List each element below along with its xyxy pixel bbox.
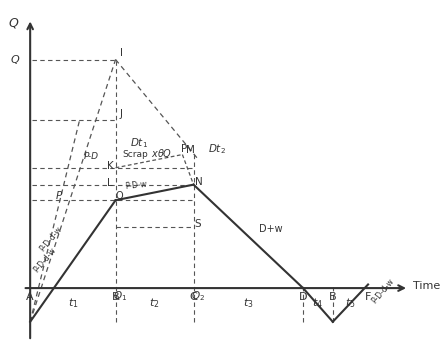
Text: $Dt_2$: $Dt_2$ <box>208 142 226 156</box>
Text: Q: Q <box>10 55 19 64</box>
Text: $Q_2$: $Q_2$ <box>191 289 205 303</box>
Text: C: C <box>190 292 198 302</box>
Text: Time: Time <box>413 281 440 291</box>
Text: $t_5$: $t_5$ <box>345 296 356 310</box>
Text: P-D-d-w: P-D-d-w <box>370 276 396 305</box>
Text: L: L <box>107 178 113 188</box>
Text: $t_3$: $t_3$ <box>243 296 254 310</box>
Text: N: N <box>195 177 202 187</box>
Text: Scrap: Scrap <box>122 150 148 159</box>
Text: P: P <box>56 191 62 201</box>
Text: P: P <box>181 144 187 154</box>
Text: $t_4$: $t_4$ <box>313 296 323 310</box>
Text: $x\theta Q$: $x\theta Q$ <box>151 147 172 160</box>
Text: J: J <box>120 108 123 119</box>
Text: $Q_1$: $Q_1$ <box>113 289 127 303</box>
Text: $t_1$: $t_1$ <box>67 296 78 310</box>
Text: P-D-w: P-D-w <box>125 180 148 191</box>
Text: I: I <box>120 49 123 58</box>
Text: F: F <box>365 292 371 302</box>
Text: A: A <box>26 292 34 302</box>
Text: P-D-d-w: P-D-d-w <box>32 245 58 274</box>
Text: D: D <box>299 292 307 302</box>
Text: B: B <box>112 292 120 302</box>
Text: S: S <box>195 219 201 229</box>
Text: D+w: D+w <box>260 224 283 233</box>
Text: O: O <box>116 191 123 201</box>
Text: P-D: P-D <box>84 152 99 161</box>
Text: $Dt_1$: $Dt_1$ <box>130 136 149 150</box>
Text: B: B <box>329 292 337 302</box>
Text: M: M <box>186 145 195 155</box>
Text: P-D-d-w: P-D-d-w <box>37 225 64 253</box>
Text: $t_2$: $t_2$ <box>149 296 160 310</box>
Text: K: K <box>107 161 114 171</box>
Text: Q: Q <box>8 17 18 30</box>
